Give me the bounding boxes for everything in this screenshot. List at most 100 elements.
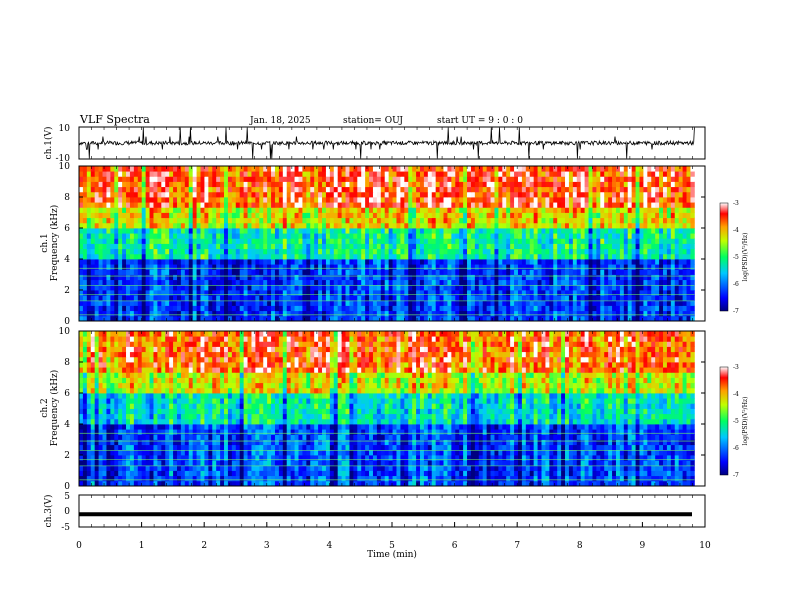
- spectrogram-cell: [529, 212, 535, 219]
- spectrogram-cell: [192, 259, 197, 265]
- spectrogram-cell: [208, 212, 213, 219]
- spectrogram-cell: [169, 279, 174, 286]
- spectrogram-cell: [102, 300, 107, 306]
- spectrogram-cell: [278, 166, 284, 172]
- spectrogram-cell: [557, 217, 562, 224]
- spectrogram-cell: [286, 197, 292, 203]
- spectrogram-cell: [169, 202, 174, 208]
- spectrogram-cell: [604, 202, 609, 208]
- spectrogram-cell: [325, 315, 331, 322]
- spectrogram-cell: [337, 207, 343, 213]
- spectrogram-cell: [517, 269, 523, 275]
- spectrogram-cell: [572, 269, 578, 275]
- spectrogram-cell: [619, 186, 625, 193]
- spectrogram-cell: [651, 166, 656, 172]
- spectrogram-cell: [290, 480, 295, 487]
- spectrogram-cell: [463, 207, 468, 213]
- spectrogram-cell: [247, 202, 252, 208]
- spectrogram-cell: [561, 259, 566, 265]
- spectrogram-cell: [192, 310, 197, 317]
- spectrogram-cell: [153, 191, 158, 198]
- spectrogram-cell: [631, 259, 636, 265]
- spectrogram-cell: [478, 315, 484, 322]
- spectrogram-cell: [180, 166, 186, 172]
- spectrogram-cell: [604, 217, 609, 224]
- spectrogram-cell: [631, 315, 636, 322]
- spectrogram-cell: [600, 243, 605, 250]
- spectrogram-cell: [419, 171, 425, 177]
- spectrogram-cell: [647, 295, 652, 301]
- spectrogram-cell: [286, 217, 292, 224]
- spectrogram-cell: [459, 171, 464, 177]
- spectrogram-cell: [517, 217, 523, 224]
- spectrogram-cell: [180, 212, 186, 219]
- spectrogram-cell: [298, 181, 303, 188]
- spectrogram-cell: [525, 243, 531, 250]
- spectrogram-cell: [149, 197, 154, 203]
- spectrogram-cell: [306, 166, 311, 172]
- spectrogram-cell: [137, 279, 143, 286]
- spectrogram-cell: [639, 166, 644, 172]
- spectrogram-cell: [576, 202, 582, 208]
- spectrogram-cell: [647, 207, 652, 213]
- spectrogram-cell: [243, 202, 248, 208]
- spectrogram-cell: [204, 171, 209, 177]
- spectrogram-cell: [572, 171, 578, 177]
- spectrogram-cell: [357, 480, 362, 487]
- spectrogram-cell: [235, 279, 241, 286]
- spectrogram-cell: [114, 274, 119, 281]
- spectrogram-cell: [267, 284, 272, 291]
- spectrogram-cell: [604, 207, 609, 213]
- spectrogram-cell: [419, 300, 425, 306]
- spectrogram-cell: [82, 305, 88, 312]
- spectrogram-cell: [682, 305, 687, 312]
- spectrogram-cell: [153, 243, 158, 250]
- spectrogram-cell: [302, 212, 307, 219]
- spectrogram-cell: [419, 274, 425, 281]
- spectrogram-cell: [133, 284, 139, 291]
- spectrogram-cell: [145, 480, 150, 487]
- spectrogram-cell: [592, 207, 597, 213]
- spectrogram-cell: [655, 248, 660, 255]
- spectrogram-cell: [259, 238, 264, 244]
- spectrogram-cell: [561, 269, 566, 275]
- spectrogram-cell: [514, 202, 519, 208]
- spectrogram-cell: [639, 284, 644, 291]
- spectrogram-cell: [310, 181, 315, 188]
- spectrogram-cell: [267, 171, 272, 177]
- spectrogram-cell: [235, 186, 241, 193]
- spectrogram-cell: [686, 207, 691, 213]
- spectrogram-cell: [568, 269, 574, 275]
- spectrogram-cell: [282, 233, 288, 239]
- spectrogram-cell: [502, 243, 507, 250]
- spectrogram-cell: [494, 259, 499, 265]
- spectrogram-cell: [220, 212, 225, 219]
- spectrogram-cell: [553, 310, 558, 317]
- spectrogram-cell: [255, 171, 260, 177]
- spectrogram-cell: [318, 290, 323, 296]
- spectrogram-cell: [247, 274, 252, 281]
- spectrogram-cell: [376, 475, 382, 482]
- spectrogram-cell: [447, 228, 452, 234]
- spectrogram-cell: [545, 264, 550, 270]
- spectrogram-cell: [149, 248, 154, 255]
- spectrogram-cell: [565, 310, 570, 317]
- spectrogram-cell: [212, 274, 217, 281]
- spectrogram-cell: [478, 202, 484, 208]
- spectrogram-cell: [86, 279, 92, 286]
- spectrogram-cell: [267, 305, 272, 312]
- spectrogram-cell: [631, 284, 636, 291]
- spectrogram-cell: [220, 207, 225, 213]
- spectrogram-cell: [325, 171, 331, 177]
- spectrogram-cell: [137, 305, 143, 312]
- spectrogram-cell: [325, 186, 331, 193]
- spectrogram-cell: [322, 176, 327, 182]
- spectrogram-cell: [388, 248, 393, 255]
- spectrogram-cell: [255, 315, 260, 322]
- spectrogram-cell: [416, 202, 421, 208]
- spectrogram-cell: [376, 253, 382, 260]
- spectrogram-cell: [353, 475, 358, 482]
- spectrogram-cell: [463, 310, 468, 317]
- spectrogram-cell: [678, 186, 683, 193]
- spectrogram-cell: [325, 191, 331, 198]
